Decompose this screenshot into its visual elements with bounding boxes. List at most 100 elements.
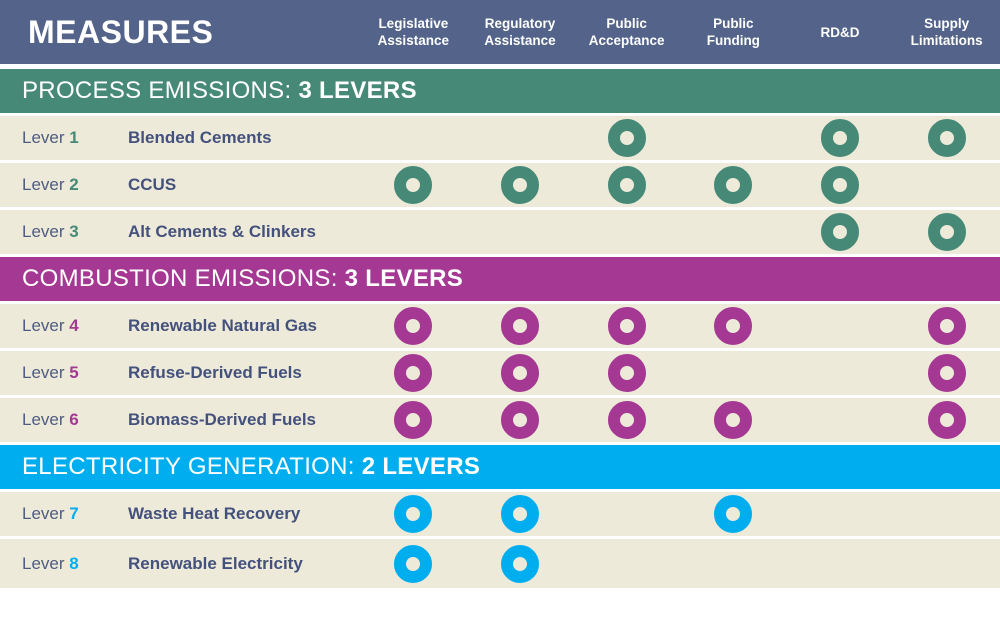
dot-cell-regulatory-assistance (467, 163, 574, 207)
lever-number: 5 (69, 363, 79, 382)
applies-dot-marker (927, 354, 966, 392)
lever-word: Lever (22, 128, 70, 147)
dot-cell-legislative-assistance (360, 398, 467, 442)
dot-cell-legislative-assistance (360, 163, 467, 207)
lever-number: 1 (69, 128, 79, 147)
measure-name: Renewable Natural Gas (128, 316, 317, 335)
applies-dot-marker (927, 307, 966, 345)
applies-dot-marker (607, 119, 646, 157)
applies-dot-marker (394, 354, 433, 392)
dot-cell-public-funding (680, 116, 787, 160)
lever-cell: Lever 4 (0, 304, 128, 348)
column-header-supply-limitations: Supply Limitations (893, 0, 1000, 64)
dot-cell-public-acceptance (573, 163, 680, 207)
column-header-line: Supply (924, 16, 970, 31)
column-header-line: Assistance (484, 33, 556, 48)
dot-cell-rdd (787, 210, 894, 254)
applies-dot-marker (607, 401, 646, 439)
section-header-electricity-generation: ELECTRICITY GENERATION: 2 LEVERS (0, 445, 1000, 492)
lever-cell: Lever 6 (0, 398, 128, 442)
applies-dot-marker (714, 166, 753, 204)
measure-name: Refuse-Derived Fuels (128, 363, 302, 382)
dot-cell-legislative-assistance (360, 539, 467, 588)
dot-cell-legislative-assistance (360, 351, 467, 395)
applies-dot-marker (820, 213, 859, 251)
lever-word: Lever (22, 222, 70, 241)
dot-cell-public-funding (680, 163, 787, 207)
column-header-line: Limitations (910, 33, 983, 48)
dot-cell-supply-limitations (893, 210, 1000, 254)
column-header-regulatory-assistance: Regulatory Assistance (467, 0, 574, 64)
dot-cell-regulatory-assistance (467, 492, 574, 536)
applies-dot-marker (500, 401, 539, 439)
measure-name: Renewable Electricity (128, 553, 303, 573)
dot-cell-supply-limitations (893, 351, 1000, 395)
applies-dot-marker (607, 354, 646, 392)
table-row: Lever 2 CCUS (0, 163, 1000, 210)
dot-cell-public-funding (680, 539, 787, 588)
dot-cell-rdd (787, 116, 894, 160)
applies-dot-marker (927, 119, 966, 157)
measure-name: Blended Cements (128, 128, 272, 147)
table-row: Lever 4 Renewable Natural Gas (0, 304, 1000, 351)
lever-cell: Lever 7 (0, 492, 128, 536)
dot-cell-rdd (787, 398, 894, 442)
section-title: PROCESS EMISSIONS: (22, 77, 299, 104)
measure-name: Alt Cements & Clinkers (128, 222, 316, 241)
dot-cell-supply-limitations (893, 163, 1000, 207)
dot-cell-rdd (787, 539, 894, 588)
table-row: Lever 8 Renewable Electricity (0, 539, 1000, 588)
section-lever-count: 3 LEVERS (298, 77, 417, 104)
lever-cell: Lever 5 (0, 351, 128, 395)
applies-dot-marker (394, 166, 433, 204)
lever-word: Lever (22, 410, 70, 429)
dot-cell-supply-limitations (893, 116, 1000, 160)
lever-cell: Lever 3 (0, 210, 128, 254)
applies-dot-marker (394, 307, 433, 345)
applies-dot-marker (820, 119, 859, 157)
applies-dot-marker (500, 495, 539, 533)
table-row: Lever 1 Blended Cements (0, 116, 1000, 163)
applies-dot-marker (394, 495, 433, 533)
dot-cell-public-funding (680, 210, 787, 254)
lever-number: 3 (69, 222, 79, 241)
column-header-line: Acceptance (588, 33, 665, 48)
column-header-public-acceptance: Public Acceptance (573, 0, 680, 64)
column-header-line: Assistance (377, 33, 449, 48)
dot-cell-legislative-assistance (360, 304, 467, 348)
applies-dot-marker (500, 307, 539, 345)
section-header-process-emissions: PROCESS EMISSIONS: 3 LEVERS (0, 69, 1000, 116)
dot-cell-public-acceptance (573, 304, 680, 348)
applies-dot-marker (394, 401, 433, 439)
dot-cell-regulatory-assistance (467, 539, 574, 588)
table-row: Lever 3 Alt Cements & Clinkers (0, 210, 1000, 257)
dot-cell-public-acceptance (573, 492, 680, 536)
dot-cell-public-acceptance (573, 116, 680, 160)
lever-word: Lever (22, 553, 70, 573)
applies-dot-marker (820, 166, 859, 204)
applies-dot-marker (714, 401, 753, 439)
table-header: MEASURES Legislative Assistance Regulatory… (0, 0, 1000, 69)
dot-cell-public-acceptance (573, 351, 680, 395)
dot-cell-public-funding (680, 398, 787, 442)
dot-cell-regulatory-assistance (467, 351, 574, 395)
table-row: Lever 5 Refuse-Derived Fuels (0, 351, 1000, 398)
lever-word: Lever (22, 504, 70, 523)
applies-dot-marker (500, 544, 539, 583)
section-header-combustion-emissions: COMBUSTION EMISSIONS: 3 LEVERS (0, 257, 1000, 304)
column-header-rdd: RD&D (787, 0, 894, 64)
dot-cell-legislative-assistance (360, 492, 467, 536)
column-header-public-funding: Public Funding (680, 0, 787, 64)
measure-name: Biomass-Derived Fuels (128, 410, 317, 429)
lever-number: 4 (69, 316, 79, 335)
lever-number: 2 (69, 175, 79, 194)
dot-cell-rdd (787, 163, 894, 207)
lever-cell: Lever 1 (0, 116, 128, 160)
lever-word: Lever (22, 363, 70, 382)
page-title: MEASURES (28, 13, 214, 50)
column-header-legislative-assistance: Legislative Assistance (360, 0, 467, 64)
applies-dot-marker (714, 495, 753, 533)
dot-cell-regulatory-assistance (467, 304, 574, 348)
column-header-line: Regulatory (484, 16, 556, 31)
dot-cell-public-funding (680, 351, 787, 395)
